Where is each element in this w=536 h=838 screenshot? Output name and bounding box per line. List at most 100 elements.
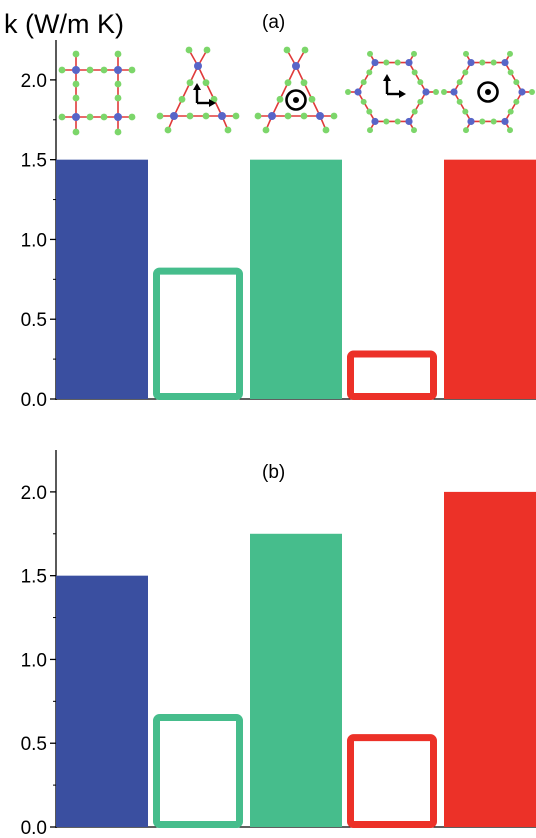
bar-a-1 xyxy=(56,159,148,399)
atom xyxy=(360,79,367,86)
bond xyxy=(295,65,321,117)
atom xyxy=(456,98,463,105)
atom xyxy=(345,89,351,95)
atom xyxy=(383,118,390,125)
atom xyxy=(316,112,324,120)
atom xyxy=(300,79,308,87)
bond xyxy=(197,65,223,117)
atom xyxy=(218,112,226,120)
atom xyxy=(456,79,463,86)
atom xyxy=(479,59,486,66)
y-axis-title-panel-a: k (W/m K) xyxy=(4,9,124,39)
atom xyxy=(467,117,475,126)
atom xyxy=(100,113,108,121)
bar-b-3 xyxy=(250,533,342,827)
atom xyxy=(72,80,80,88)
atom xyxy=(411,69,418,76)
bars-panel-a xyxy=(56,159,536,401)
atom xyxy=(507,69,514,76)
atom xyxy=(202,112,210,120)
y-tick-label-a: 0.5 xyxy=(21,310,47,331)
atom xyxy=(371,117,379,126)
y-tick-label-a: 2.0 xyxy=(21,71,47,92)
atom xyxy=(479,118,486,125)
atom xyxy=(301,46,309,54)
panel-label-a: (a) xyxy=(262,12,285,33)
atom xyxy=(467,58,475,67)
arrow-head xyxy=(193,83,201,90)
bar-a-5 xyxy=(444,159,536,399)
panel-b: (b) 0.0 0.5 1.0 1.5 2.0 xyxy=(21,450,536,838)
atom xyxy=(276,95,284,103)
atom xyxy=(463,50,469,57)
atom xyxy=(490,118,497,125)
atom xyxy=(405,58,413,67)
atom xyxy=(128,113,136,121)
out-of-plane-dot xyxy=(293,97,299,103)
atom xyxy=(114,66,122,74)
atom xyxy=(417,98,424,105)
atom xyxy=(194,62,202,70)
out-of-plane-dot xyxy=(485,89,491,95)
atom xyxy=(366,108,373,115)
atom xyxy=(501,58,509,67)
atom xyxy=(417,79,424,86)
atom xyxy=(330,112,338,120)
bar-b-5 xyxy=(444,491,536,827)
atom xyxy=(203,46,211,54)
y-tick-label-b: 1.0 xyxy=(21,650,47,671)
atom xyxy=(367,50,373,57)
atom xyxy=(86,66,94,74)
atom xyxy=(114,80,122,88)
bar-b-2 xyxy=(153,714,243,828)
y-tick-label-a: 1.0 xyxy=(21,230,47,251)
atom xyxy=(283,46,291,54)
atom xyxy=(72,128,80,136)
bond xyxy=(357,91,376,122)
atom xyxy=(308,95,316,103)
atom xyxy=(72,66,80,74)
atom xyxy=(262,126,270,134)
arrow-head xyxy=(399,90,406,98)
atom xyxy=(114,113,122,121)
hexagon-lattice-dot-inset xyxy=(441,50,535,134)
atom xyxy=(72,113,80,121)
atom xyxy=(462,108,469,115)
atom xyxy=(284,79,292,87)
bond xyxy=(357,62,376,93)
bond xyxy=(504,62,523,93)
atom xyxy=(513,98,520,105)
atom xyxy=(354,88,362,96)
atom xyxy=(254,112,262,120)
atom xyxy=(394,118,401,125)
atom xyxy=(114,94,122,102)
y-tick-label-a: 0.0 xyxy=(21,390,47,411)
atom xyxy=(186,79,194,87)
atom xyxy=(58,113,66,121)
y-tick-label-b: 2.0 xyxy=(21,483,47,504)
atom xyxy=(411,127,417,134)
atom xyxy=(86,113,94,121)
bond xyxy=(408,91,427,122)
atom xyxy=(186,112,194,120)
atom xyxy=(300,112,308,120)
bond xyxy=(453,62,472,93)
atom xyxy=(292,62,300,70)
panel-label-b: (b) xyxy=(262,462,285,483)
atom xyxy=(441,89,447,95)
atom xyxy=(411,50,417,57)
atom xyxy=(394,59,401,66)
bond xyxy=(453,91,472,122)
atom xyxy=(72,94,80,102)
atom xyxy=(529,89,535,95)
arrow-head xyxy=(383,74,391,81)
atom xyxy=(224,126,232,134)
bond xyxy=(173,65,199,117)
panel-a: k (W/m K) (a) 0.0 0.5 1.0 1.5 2.0 xyxy=(4,9,536,411)
bond xyxy=(408,62,427,93)
atom xyxy=(507,50,513,57)
atom xyxy=(58,66,66,74)
bond xyxy=(504,91,523,122)
atom xyxy=(322,126,330,134)
